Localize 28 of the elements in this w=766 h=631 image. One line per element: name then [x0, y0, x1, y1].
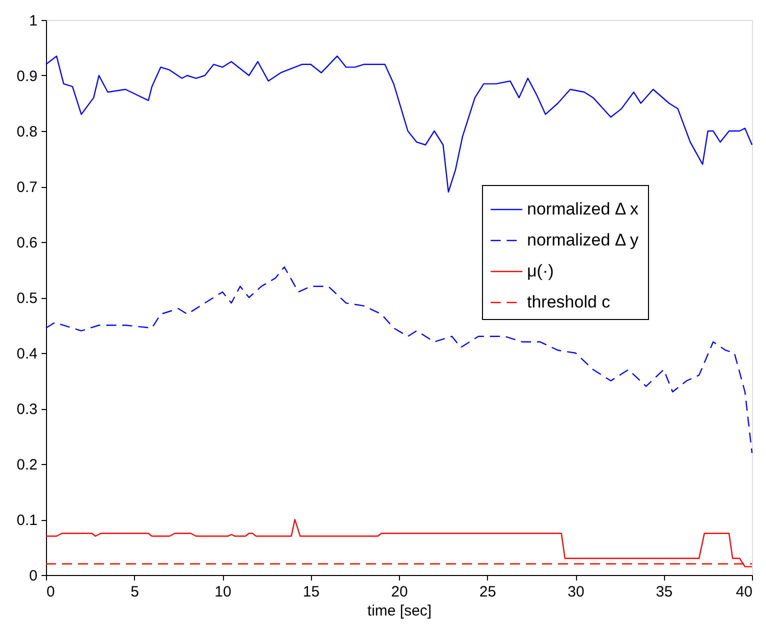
line-series — [45, 518, 753, 568]
x-tick-label: 5 — [130, 584, 139, 600]
y-tick-label: 0.7 — [16, 179, 38, 196]
y-tick-label: 0.1 — [16, 512, 38, 529]
line-series — [45, 266, 753, 454]
x-tick-label: 30 — [568, 584, 584, 600]
x-tick-label: 25 — [479, 584, 496, 600]
y-tick-label: 0.2 — [16, 456, 38, 474]
legend-label: normalized Δ y — [527, 230, 640, 250]
y-tick-label: 1 — [29, 12, 38, 30]
y-tick-label: 0 — [29, 568, 38, 584]
y-tick-label: 0.5 — [16, 290, 38, 307]
x-tick-label: 10 — [214, 584, 232, 600]
x-tick-label: 35 — [656, 584, 673, 600]
y-tick-label: 0.3 — [16, 401, 38, 418]
line-series — [45, 55, 753, 193]
x-axis-title: time [sec] — [367, 602, 432, 620]
y-tick-label: 0.8 — [16, 124, 38, 140]
y-tick-label: 0.9 — [16, 68, 38, 85]
legend-label: μ(·) — [527, 262, 554, 280]
x-tick-label: 0 — [46, 584, 55, 600]
x-tick-label: 15 — [302, 584, 320, 600]
legend-label: normalized Δ x — [527, 200, 640, 218]
x-tick-label: 40 — [736, 584, 752, 600]
y-tick-label: 0.6 — [16, 234, 38, 252]
y-tick-label: 0.4 — [16, 346, 38, 362]
legend-label: threshold c — [527, 292, 611, 312]
x-tick-label: 20 — [391, 584, 408, 600]
